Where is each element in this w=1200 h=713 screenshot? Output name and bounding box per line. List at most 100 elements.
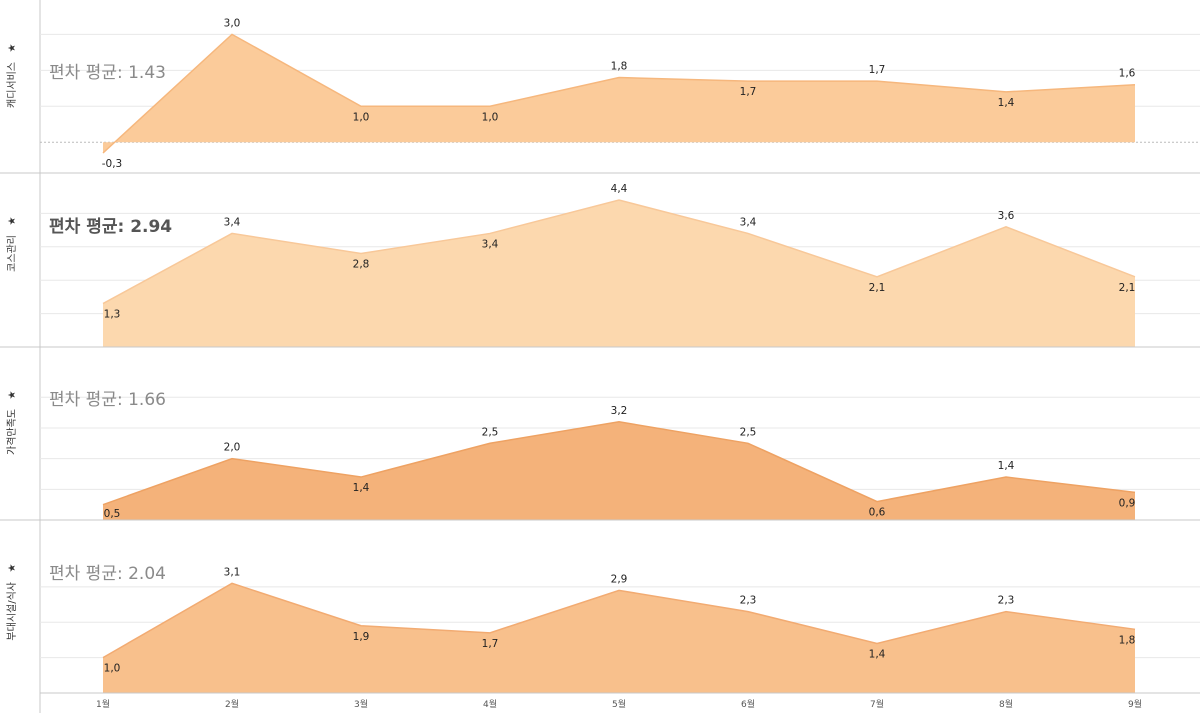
data-label: 1,4 bbox=[998, 460, 1015, 472]
data-label: 1,4 bbox=[998, 97, 1015, 109]
data-label: 3,6 bbox=[998, 210, 1015, 222]
data-label: 1,8 bbox=[1119, 634, 1136, 646]
data-label: 1,6 bbox=[1119, 68, 1136, 80]
chart-panel-4: 1,0 3,1 1,9 1,7 2,9 2,3 1,4 2,3 1,8 편차 평균: 2.04 ★ 부… bbox=[6, 563, 1200, 693]
data-point[interactable] bbox=[1003, 474, 1009, 480]
chart-panel-1: -0,3 3,0 1,0 1,0 1,8 1,7 1,7 1,4 1,6 편차 평균: 1.43 ★… bbox=[0, 17, 1200, 174]
data-point[interactable] bbox=[1003, 89, 1009, 95]
x-tick-label: 5월 bbox=[612, 698, 626, 710]
x-tick-label: 9월 bbox=[1128, 698, 1142, 710]
panel-title: 부대시설/식사 bbox=[6, 582, 18, 641]
data-point[interactable] bbox=[229, 31, 235, 37]
average-deviation-label: 편차 평균: 2.94 bbox=[49, 217, 172, 237]
data-point[interactable] bbox=[100, 150, 106, 156]
data-label: 1,4 bbox=[869, 648, 886, 660]
panel-title: 캐디서비스 bbox=[6, 62, 18, 108]
data-label: 0,6 bbox=[869, 507, 886, 519]
data-label: 2,5 bbox=[482, 426, 499, 438]
pin-icon[interactable]: ★ bbox=[7, 216, 18, 225]
area-line-series bbox=[102, 421, 1136, 506]
data-point[interactable] bbox=[100, 301, 106, 307]
data-point[interactable] bbox=[874, 499, 880, 505]
data-label: 1,0 bbox=[104, 663, 121, 675]
data-point[interactable] bbox=[487, 103, 493, 109]
data-point[interactable] bbox=[616, 75, 622, 81]
x-tick-label: 1월 bbox=[96, 698, 110, 710]
data-point[interactable] bbox=[616, 197, 622, 203]
data-point[interactable] bbox=[874, 274, 880, 280]
data-label: 3,1 bbox=[224, 566, 241, 578]
area-fill-series bbox=[103, 583, 1135, 693]
data-label: 3,4 bbox=[482, 238, 499, 250]
data-point[interactable] bbox=[487, 630, 493, 636]
data-point[interactable] bbox=[745, 230, 751, 236]
data-point[interactable] bbox=[874, 78, 880, 84]
data-point[interactable] bbox=[745, 440, 751, 446]
data-point[interactable] bbox=[1132, 626, 1138, 632]
data-label: 2,0 bbox=[224, 442, 241, 454]
panel-title: 가격만족도 bbox=[5, 409, 18, 455]
data-label: 3,0 bbox=[224, 17, 241, 29]
data-point[interactable] bbox=[358, 250, 364, 256]
data-label: 2,1 bbox=[1119, 282, 1136, 294]
data-label: 3,4 bbox=[224, 216, 241, 228]
pin-icon[interactable]: ★ bbox=[7, 43, 18, 52]
data-label: 1,7 bbox=[482, 638, 499, 650]
pin-icon[interactable]: ★ bbox=[7, 390, 18, 399]
data-point[interactable] bbox=[874, 640, 880, 646]
data-label: 0,5 bbox=[104, 508, 121, 520]
data-point[interactable] bbox=[487, 230, 493, 236]
data-label: 2,1 bbox=[869, 282, 886, 294]
data-point[interactable] bbox=[100, 502, 106, 508]
data-point[interactable] bbox=[745, 78, 751, 84]
data-point[interactable] bbox=[1003, 609, 1009, 615]
data-label: 1,3 bbox=[104, 309, 121, 321]
average-deviation-label: 편차 평균: 1.43 bbox=[49, 63, 166, 83]
x-tick-label: 3월 bbox=[354, 698, 368, 710]
area-line-series bbox=[102, 33, 1136, 154]
data-point[interactable] bbox=[229, 580, 235, 586]
chart-panel-3: 0,5 2,0 1,4 2,5 3,2 2,5 0,6 1,4 0,9 편차 평균: 1.66 ★ 가… bbox=[0, 390, 1200, 521]
x-tick-label: 2월 bbox=[225, 698, 239, 710]
data-point[interactable] bbox=[229, 230, 235, 236]
chart-panel-2: 1,3 3,4 2,8 3,4 4,4 3,4 2,1 3,6 2,1 편차 평균: 2.94 ★ 코… bbox=[0, 183, 1200, 348]
data-point[interactable] bbox=[1132, 82, 1138, 88]
data-point[interactable] bbox=[1132, 489, 1138, 495]
data-point[interactable] bbox=[358, 474, 364, 480]
area-fill-series bbox=[103, 200, 1135, 347]
data-label: 1,8 bbox=[611, 61, 628, 73]
x-tick-label: 4월 bbox=[483, 698, 497, 710]
data-label: 2,3 bbox=[740, 595, 757, 607]
x-tick-label: 7월 bbox=[870, 698, 884, 710]
data-point[interactable] bbox=[487, 440, 493, 446]
data-label: 4,4 bbox=[611, 183, 628, 195]
data-label: 3,4 bbox=[740, 216, 757, 228]
data-point[interactable] bbox=[616, 419, 622, 425]
data-point[interactable] bbox=[358, 103, 364, 109]
data-point[interactable] bbox=[229, 456, 235, 462]
data-label: 2,5 bbox=[740, 426, 757, 438]
data-label: 1,0 bbox=[482, 111, 499, 123]
data-point[interactable] bbox=[745, 609, 751, 615]
data-point[interactable] bbox=[1003, 224, 1009, 230]
data-point[interactable] bbox=[616, 587, 622, 593]
panel-title: 코스관리 bbox=[6, 235, 18, 272]
data-point[interactable] bbox=[100, 655, 106, 661]
x-tick-label: 8월 bbox=[999, 698, 1013, 710]
data-label: 3,2 bbox=[611, 405, 628, 417]
data-label: 1,4 bbox=[353, 482, 370, 494]
average-deviation-label: 편차 평균: 2.04 bbox=[49, 564, 166, 584]
pin-icon[interactable]: ★ bbox=[7, 563, 18, 572]
data-label: 2,8 bbox=[353, 258, 370, 270]
area-line-series bbox=[102, 582, 1136, 659]
data-label: 1,7 bbox=[740, 86, 757, 98]
data-label: -0,3 bbox=[102, 158, 123, 170]
x-tick-label: 6월 bbox=[741, 698, 755, 710]
data-label: 1,9 bbox=[353, 631, 370, 643]
data-point[interactable] bbox=[1132, 274, 1138, 280]
data-point[interactable] bbox=[358, 623, 364, 629]
data-label: 2,3 bbox=[998, 595, 1015, 607]
data-label: 1,0 bbox=[353, 111, 370, 123]
